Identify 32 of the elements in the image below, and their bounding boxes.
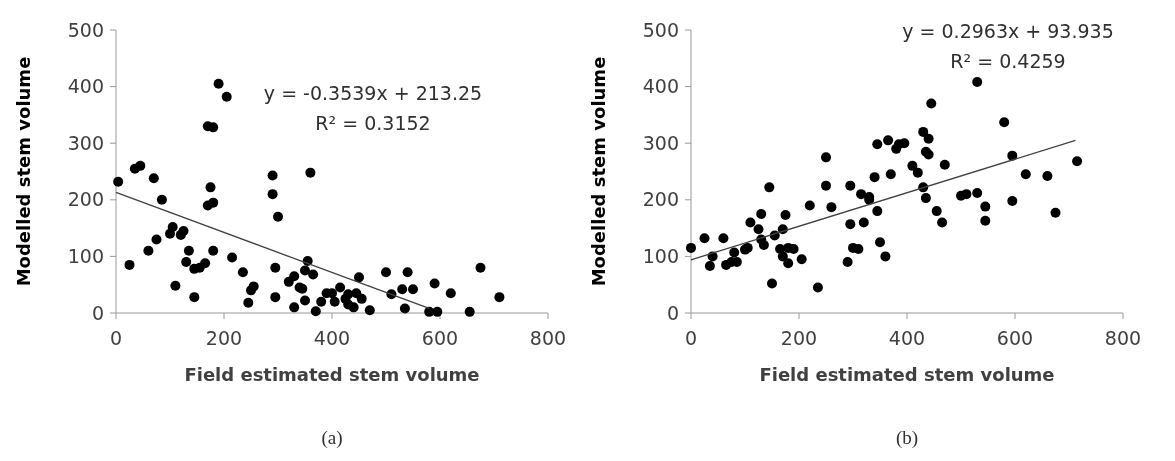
y-tick-label: 200: [67, 188, 104, 211]
text: (a): [321, 427, 343, 449]
annotation: R² = 0.4259: [950, 50, 1066, 72]
y-tick-label: 400: [642, 75, 679, 98]
y-tick-label: 200: [642, 188, 679, 211]
y-tick-label: 400: [67, 75, 104, 98]
y-tick-label: 0: [91, 301, 104, 324]
y-tick-label: 500: [642, 18, 679, 41]
x-tick-label: 200: [780, 327, 818, 349]
y-tick-label: 100: [67, 245, 104, 268]
x-tick-label: 200: [205, 327, 243, 349]
y-axis-title: Modelled stem volume: [13, 56, 34, 287]
x-axis-title: Field estimated stem volume: [184, 364, 480, 385]
x-tick-label: 800: [1104, 327, 1142, 349]
x-tick-label: 0: [109, 327, 123, 349]
annotation: y = 0.2963x + 93.935: [902, 20, 1114, 42]
x-axis-title: Field estimated stem volume: [759, 364, 1055, 385]
y-tick-label: 0: [666, 301, 679, 324]
x-tick-label: 800: [529, 327, 567, 349]
x-tick-label: 600: [421, 327, 459, 349]
y-tick-label: 500: [67, 18, 104, 41]
annotation: R² = 0.3152: [315, 112, 431, 134]
x-tick-label: 400: [313, 327, 351, 349]
x-tick-label: 400: [888, 327, 926, 349]
y-axis-title: Modelled stem volume: [588, 56, 609, 287]
annotation: y = -0.3539x + 213.25: [263, 82, 483, 104]
x-tick-label: 0: [684, 327, 698, 349]
text: (b): [895, 427, 919, 449]
x-tick-label: 600: [996, 327, 1034, 349]
y-tick-label: 300: [67, 131, 104, 154]
y-tick-label: 300: [642, 131, 679, 154]
y-tick-label: 100: [642, 245, 679, 268]
